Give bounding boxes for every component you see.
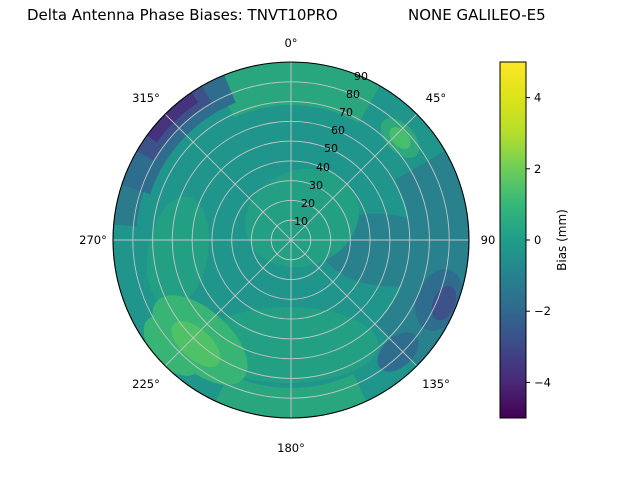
radial-label-40: 40 — [316, 161, 330, 174]
colorbar-tick-4: 4 — [534, 91, 541, 105]
theta-label-45: 45° — [426, 91, 446, 105]
colorbar: 4 2 0 −2 −4 Bias (mm) — [499, 61, 569, 419]
theta-label-270: 270° — [79, 233, 107, 247]
theta-label-90: 90 — [481, 233, 496, 247]
contour-positive-upperright-core — [389, 127, 411, 149]
radial-label-60: 60 — [331, 124, 345, 137]
radial-label-90: 90 — [354, 70, 368, 83]
chart-title-left: Delta Antenna Phase Biases: TNVT10PRO — [27, 6, 338, 24]
colorbar-axis-label: Bias (mm) — [555, 209, 569, 271]
theta-label-135: 135° — [422, 377, 450, 391]
colorbar-tick-0: 0 — [534, 233, 541, 247]
theta-label-180: 180° — [277, 441, 305, 455]
colorbar-tick-n4: −4 — [534, 375, 551, 389]
theta-label-315: 315° — [132, 91, 160, 105]
contour-negative-left-band — [113, 185, 144, 227]
radial-label-10: 10 — [294, 215, 308, 228]
colorbar-tick-marks — [526, 97, 530, 383]
colorbar-tick-2: 2 — [534, 162, 541, 176]
colorbar-tick-n2: −2 — [534, 304, 551, 318]
contour-negative-upperleft-deep — [147, 92, 199, 143]
radial-label-30: 30 — [309, 179, 323, 192]
contour-positive-top-band — [215, 62, 380, 124]
chart-title-right: NONE GALILEO-E5 — [408, 6, 546, 24]
contour-negative-bottomright-blob — [377, 332, 419, 372]
radial-label-20: 20 — [301, 197, 315, 210]
contour-negative-right-blob-core — [431, 285, 457, 321]
theta-label-225: 225° — [132, 377, 160, 391]
colorbar-tick-labels: 4 2 0 −2 −4 — [534, 91, 551, 390]
theta-label-0: 0° — [284, 36, 297, 50]
colorbar-gradient — [499, 61, 527, 419]
radial-tick-labels: 10 20 30 40 50 60 70 80 90 — [294, 70, 368, 228]
polar-grid — [113, 62, 469, 418]
radial-label-80: 80 — [346, 88, 360, 101]
radial-label-50: 50 — [324, 142, 338, 155]
polar-outline — [112, 61, 470, 419]
radial-label-70: 70 — [339, 106, 353, 119]
contour-positive-lowerleft-rim — [143, 316, 201, 376]
grid-spoke-135-315 — [164, 113, 418, 367]
theta-tick-labels: 0° 45° 90 135° 180° 225° 270° 315° — [79, 36, 495, 455]
contour-positive-lowerleft-core — [171, 321, 221, 367]
